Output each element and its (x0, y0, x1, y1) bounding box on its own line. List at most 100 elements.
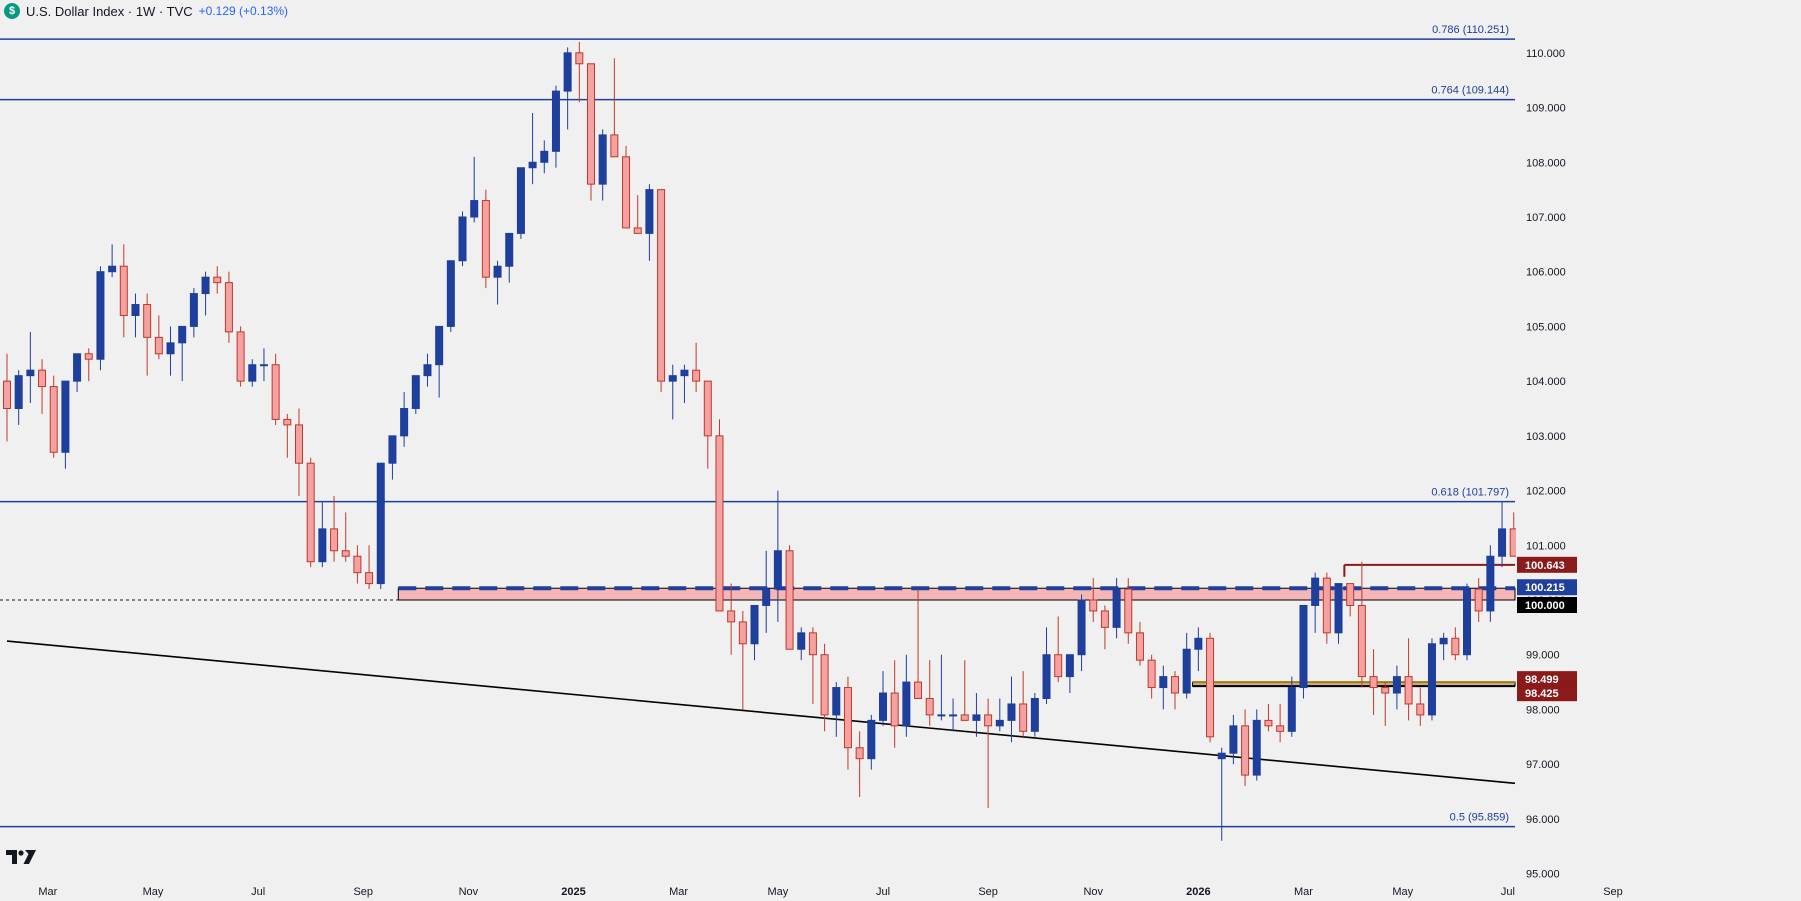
candle[interactable] (1252, 709, 1261, 781)
candle[interactable] (248, 359, 257, 387)
candle[interactable] (575, 41, 584, 103)
candle[interactable] (984, 698, 993, 808)
candle[interactable] (178, 325, 187, 382)
candle[interactable] (295, 408, 303, 497)
candle[interactable] (1042, 627, 1051, 704)
candle[interactable] (61, 380, 70, 469)
candle[interactable] (1264, 703, 1273, 732)
candle[interactable] (1276, 703, 1285, 743)
candle[interactable] (1439, 632, 1448, 661)
candle[interactable] (668, 364, 677, 420)
candle[interactable] (797, 627, 806, 661)
candle[interactable] (1486, 545, 1495, 622)
candle[interactable] (1427, 638, 1436, 721)
candle[interactable] (341, 512, 350, 562)
candle[interactable] (738, 610, 747, 710)
candle[interactable] (645, 184, 654, 261)
candle[interactable] (283, 413, 292, 458)
candle[interactable] (832, 682, 841, 737)
candle[interactable] (995, 698, 1004, 732)
candle[interactable] (1159, 665, 1168, 710)
candle[interactable] (1030, 693, 1039, 737)
candle[interactable] (1357, 561, 1366, 688)
candle[interactable] (773, 490, 782, 622)
candle[interactable] (551, 85, 560, 168)
candle[interactable] (1182, 632, 1191, 699)
candle[interactable] (1217, 747, 1226, 841)
candle[interactable] (715, 419, 724, 612)
candle[interactable] (1194, 627, 1203, 672)
candle[interactable] (423, 353, 432, 387)
candle[interactable] (890, 660, 899, 748)
candle[interactable] (914, 589, 923, 699)
candle[interactable] (1311, 572, 1320, 633)
candle[interactable] (633, 195, 642, 234)
candle[interactable] (189, 288, 198, 338)
candle[interactable] (131, 293, 140, 338)
candle[interactable] (902, 654, 911, 737)
candle[interactable] (879, 671, 887, 726)
candle[interactable] (1299, 604, 1308, 699)
candle[interactable] (119, 244, 128, 338)
candle[interactable] (622, 145, 631, 229)
candle[interactable] (201, 271, 210, 316)
candle[interactable] (353, 545, 362, 584)
candle[interactable] (1171, 671, 1179, 710)
candle[interactable] (1124, 578, 1133, 644)
candle[interactable] (435, 325, 444, 398)
candle[interactable] (26, 331, 35, 404)
candle[interactable] (692, 342, 701, 393)
candle[interactable] (143, 293, 152, 376)
candle[interactable] (1241, 709, 1250, 787)
candle[interactable] (1346, 583, 1355, 617)
candle[interactable] (259, 348, 268, 382)
candle[interactable] (166, 326, 175, 376)
candle[interactable] (400, 392, 409, 447)
candle[interactable] (1054, 616, 1063, 683)
candle[interactable] (1416, 687, 1425, 726)
candle[interactable] (318, 501, 327, 568)
candle[interactable] (598, 129, 607, 201)
candle[interactable] (38, 359, 47, 414)
candle[interactable] (481, 189, 490, 289)
candle[interactable] (1392, 665, 1401, 710)
candle[interactable] (458, 211, 467, 267)
candle[interactable] (1077, 594, 1086, 672)
candle[interactable] (470, 156, 479, 223)
candle[interactable] (1007, 676, 1016, 743)
candle[interactable] (750, 604, 759, 661)
candle[interactable] (960, 660, 969, 721)
candle[interactable] (1100, 605, 1109, 650)
candle[interactable] (388, 435, 397, 480)
candle[interactable] (657, 189, 666, 393)
candle[interactable] (1089, 578, 1098, 622)
candle[interactable] (516, 167, 525, 239)
candle[interactable] (727, 583, 736, 655)
candle[interactable] (84, 348, 93, 382)
candle[interactable] (236, 326, 245, 387)
candle[interactable] (843, 676, 852, 770)
candle[interactable] (330, 496, 339, 562)
candle[interactable] (505, 232, 514, 283)
candle[interactable] (1112, 578, 1121, 639)
candle[interactable] (14, 370, 23, 425)
candle[interactable] (937, 654, 946, 721)
candle[interactable] (306, 457, 315, 568)
candle[interactable] (365, 545, 374, 590)
candle[interactable] (820, 643, 829, 732)
candle[interactable] (762, 550, 771, 633)
candle[interactable] (703, 380, 712, 469)
candle[interactable] (493, 260, 502, 305)
candle[interactable] (108, 244, 117, 278)
symbol-title[interactable]: U.S. Dollar Index · 1W · TVC (26, 3, 193, 19)
candle[interactable] (213, 266, 222, 294)
candle[interactable] (154, 315, 163, 360)
candle[interactable] (1135, 621, 1144, 666)
candle[interactable] (1474, 578, 1483, 622)
candle[interactable] (785, 545, 794, 650)
candle[interactable] (610, 58, 619, 158)
candle[interactable] (1206, 632, 1215, 743)
candle[interactable] (271, 353, 280, 425)
candle[interactable] (1381, 682, 1390, 726)
